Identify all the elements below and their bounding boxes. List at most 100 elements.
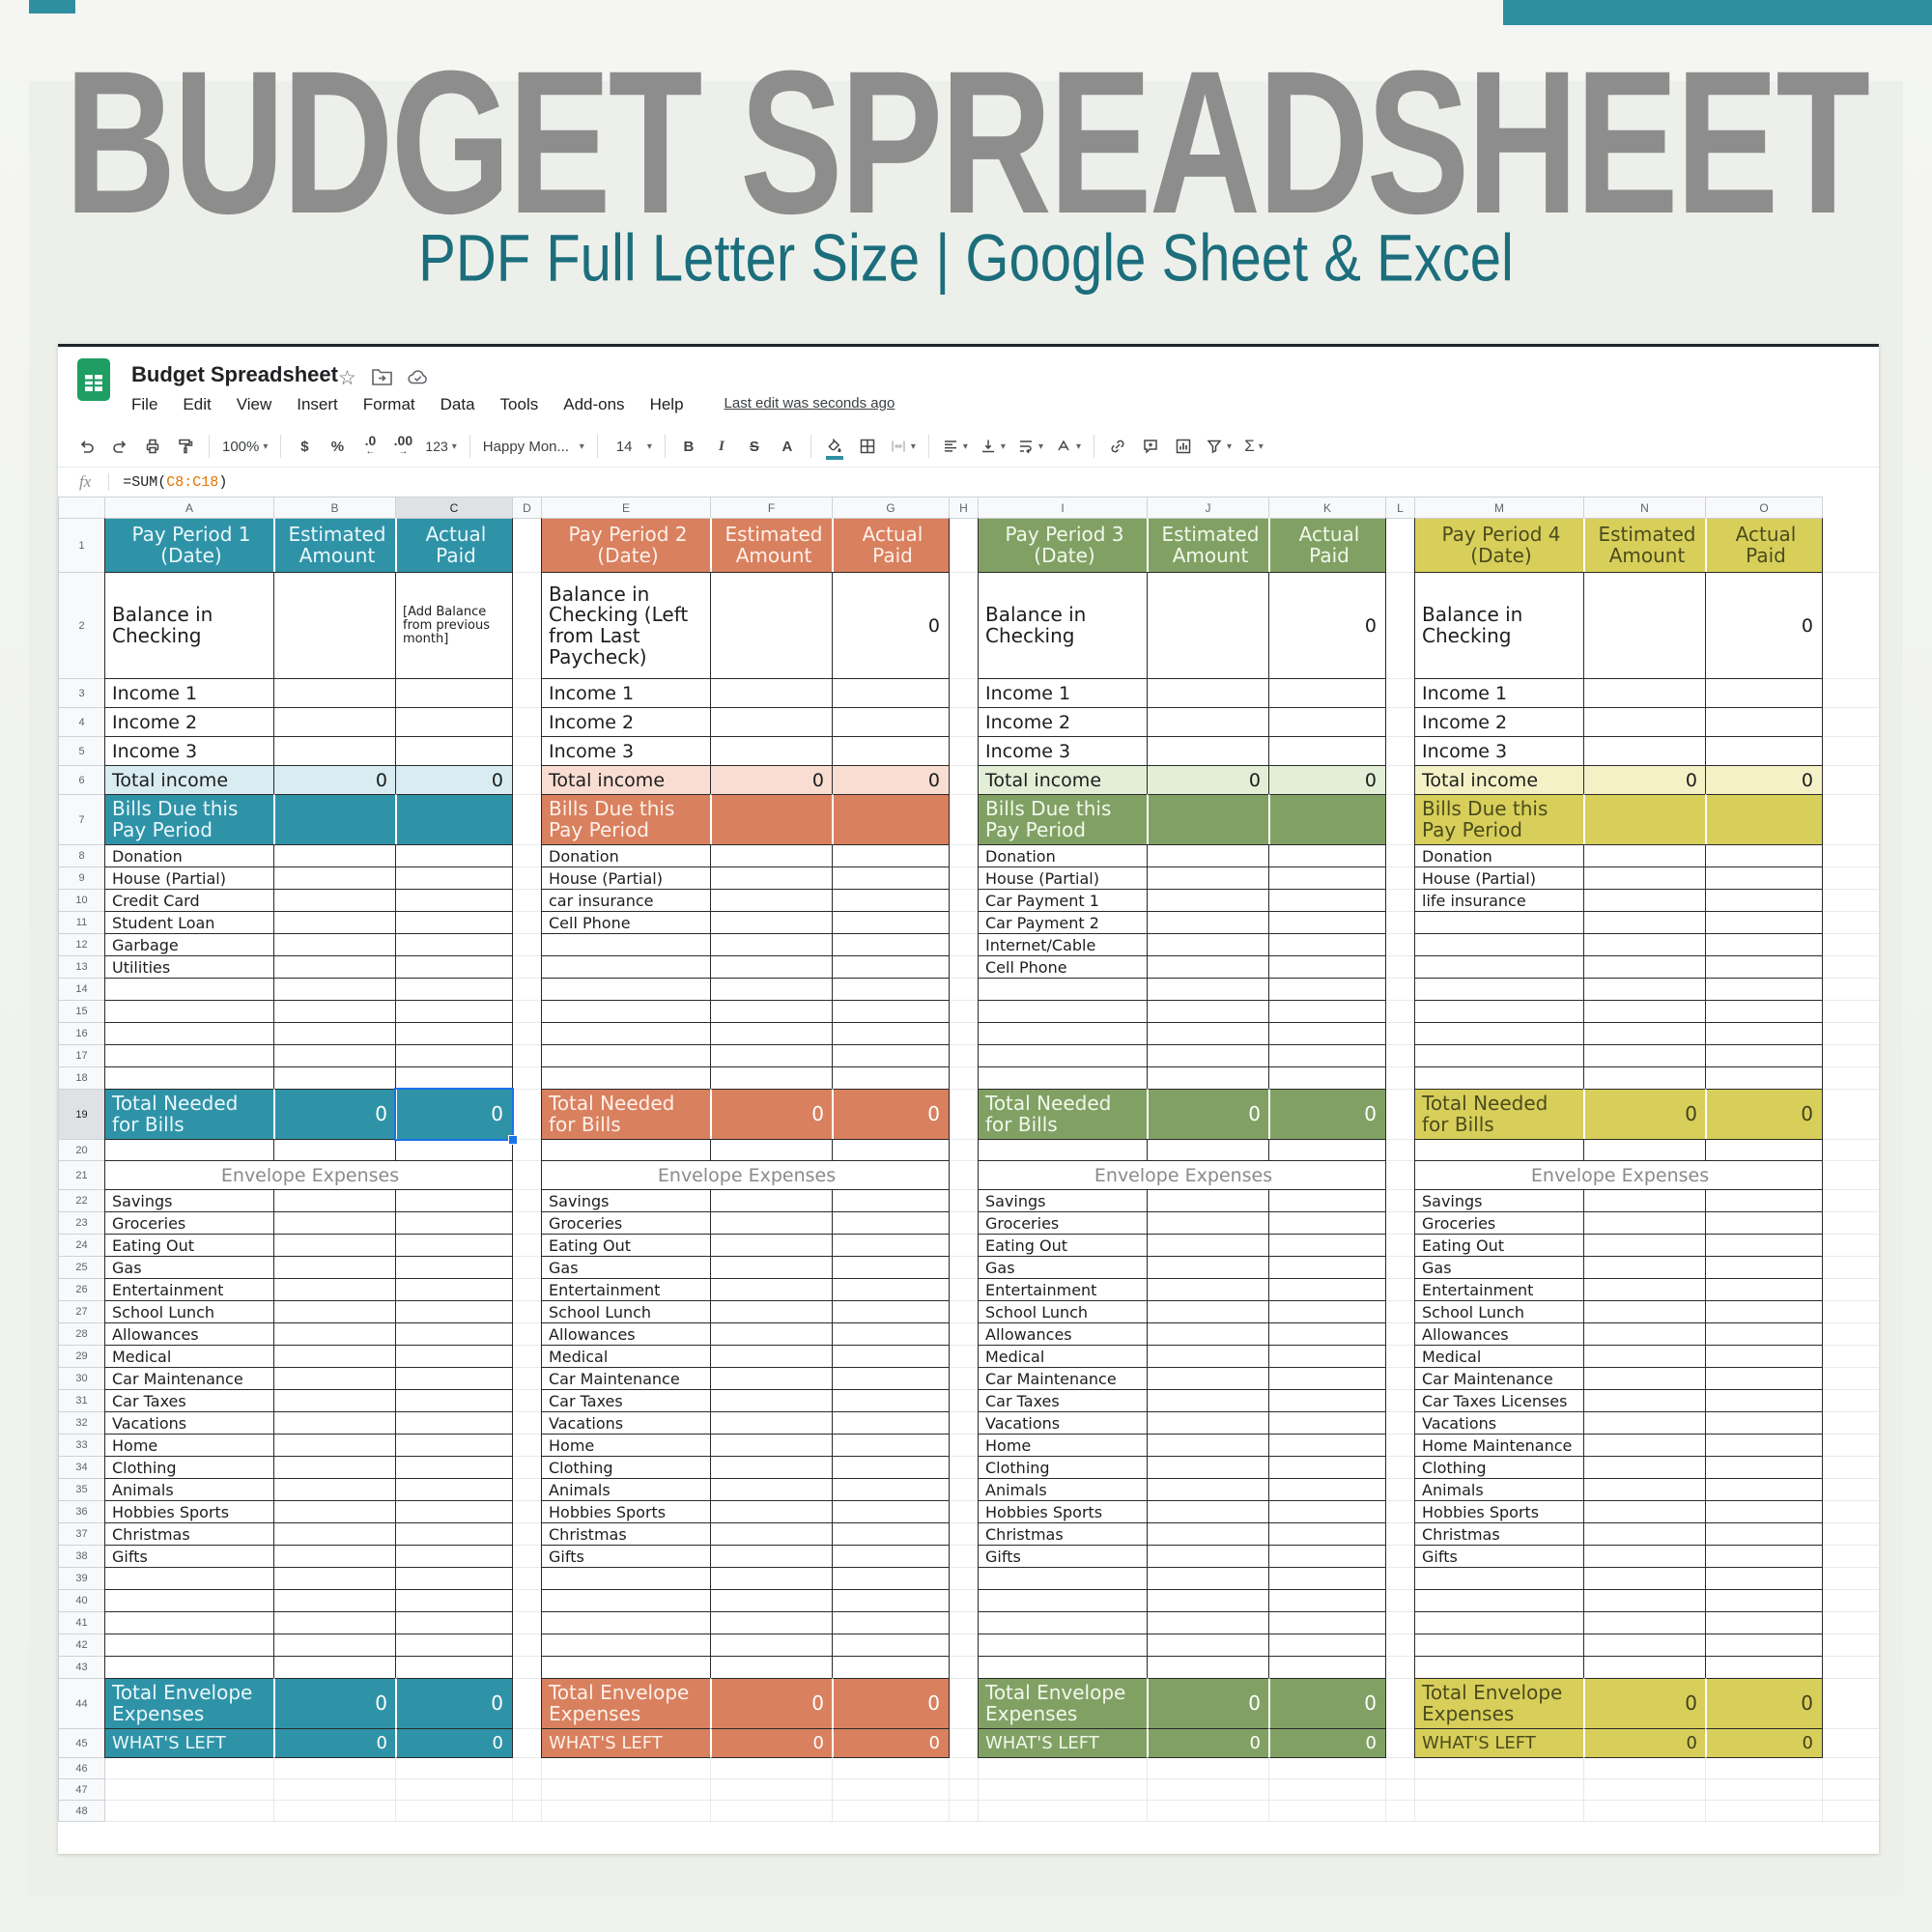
cell-O34[interactable]	[1705, 1456, 1823, 1479]
cell-B43[interactable]	[273, 1656, 396, 1679]
cell-E32[interactable]: Vacations	[541, 1411, 711, 1435]
cell-F45[interactable]: 0	[710, 1728, 833, 1758]
cell-I7[interactable]: Bills Due this Pay Period	[978, 794, 1148, 845]
cell-N19[interactable]: 0	[1583, 1089, 1706, 1140]
cell-B33[interactable]	[273, 1434, 396, 1457]
cell-K22[interactable]	[1268, 1189, 1386, 1212]
cell-A29[interactable]: Medical	[104, 1345, 274, 1368]
cell-F2[interactable]	[710, 572, 833, 679]
cell-E23[interactable]: Groceries	[541, 1211, 711, 1235]
cell-M32[interactable]: Vacations	[1414, 1411, 1584, 1435]
cell-A40[interactable]	[104, 1589, 274, 1612]
cell-F4[interactable]	[710, 707, 833, 737]
row-header-24[interactable]: 24	[58, 1234, 105, 1257]
cell-B13[interactable]	[273, 955, 396, 979]
cell-I12[interactable]: Internet/Cable	[978, 933, 1148, 956]
row-header-19[interactable]: 19	[58, 1089, 105, 1140]
borders-button[interactable]	[852, 430, 883, 463]
cell-C9[interactable]	[395, 867, 513, 890]
cell-N8[interactable]	[1583, 844, 1706, 867]
row-header-13[interactable]: 13	[58, 955, 105, 979]
cell-A12[interactable]: Garbage	[104, 933, 274, 956]
print-button[interactable]	[137, 430, 168, 463]
menu-help[interactable]: Help	[649, 395, 684, 413]
cell-A43[interactable]	[104, 1656, 274, 1679]
selection-fill-handle[interactable]	[508, 1135, 518, 1145]
cell-I21[interactable]: Envelope Expenses	[978, 1160, 1386, 1190]
cell-M34[interactable]: Clothing	[1414, 1456, 1584, 1479]
cell-F41[interactable]	[710, 1611, 833, 1634]
cell-F16[interactable]	[710, 1022, 833, 1045]
cell-E1[interactable]: Pay Period 2 (Date)	[541, 518, 711, 573]
cell-N35[interactable]	[1583, 1478, 1706, 1501]
cell-K7[interactable]	[1268, 794, 1386, 845]
cell-G13[interactable]	[832, 955, 950, 979]
cell-K36[interactable]	[1268, 1500, 1386, 1523]
cell-A42[interactable]	[104, 1634, 274, 1657]
cell-K37[interactable]	[1268, 1522, 1386, 1546]
cell-G15[interactable]	[832, 1000, 950, 1023]
cell-G28[interactable]	[832, 1322, 950, 1346]
cell-O31[interactable]	[1705, 1389, 1823, 1412]
cell-E45[interactable]: WHAT'S LEFT	[541, 1728, 711, 1758]
cell-K15[interactable]	[1268, 1000, 1386, 1023]
cell-M14[interactable]	[1414, 978, 1584, 1001]
cell-I27[interactable]: School Lunch	[978, 1300, 1148, 1323]
menu-format[interactable]: Format	[362, 395, 415, 413]
cell-J5[interactable]	[1147, 736, 1269, 766]
cell-N43[interactable]	[1583, 1656, 1706, 1679]
cell-F34[interactable]	[710, 1456, 833, 1479]
col-header-E[interactable]: E	[541, 497, 711, 519]
cell-E15[interactable]	[541, 1000, 711, 1023]
cell-F12[interactable]	[710, 933, 833, 956]
cell-A20[interactable]	[104, 1139, 274, 1161]
cell-F26[interactable]	[710, 1278, 833, 1301]
cell-N32[interactable]	[1583, 1411, 1706, 1435]
cell-O23[interactable]	[1705, 1211, 1823, 1235]
cell-O40[interactable]	[1705, 1589, 1823, 1612]
cell-I16[interactable]	[978, 1022, 1148, 1045]
row-header-22[interactable]: 22	[58, 1189, 105, 1212]
cell-F11[interactable]	[710, 911, 833, 934]
cell-A8[interactable]: Donation	[104, 844, 274, 867]
move-to-folder-icon[interactable]	[372, 368, 392, 390]
horizontal-align-button[interactable]: ▾	[937, 430, 973, 463]
row-header-14[interactable]: 14	[58, 978, 105, 1001]
cell-G6[interactable]: 0	[832, 765, 950, 795]
cell-C1[interactable]: Actual Paid	[395, 518, 513, 573]
cell-F31[interactable]	[710, 1389, 833, 1412]
cell-J33[interactable]	[1147, 1434, 1269, 1457]
cell-A17[interactable]	[104, 1044, 274, 1067]
cell-M4[interactable]: Income 2	[1414, 707, 1584, 737]
row-header-44[interactable]: 44	[58, 1678, 105, 1729]
cell-A4[interactable]: Income 2	[104, 707, 274, 737]
cell-M12[interactable]	[1414, 933, 1584, 956]
cell-C28[interactable]	[395, 1322, 513, 1346]
cell-N18[interactable]	[1583, 1066, 1706, 1090]
cell-M6[interactable]: Total income	[1414, 765, 1584, 795]
cell-O42[interactable]	[1705, 1634, 1823, 1657]
cell-O45[interactable]: 0	[1705, 1728, 1823, 1758]
cell-F27[interactable]	[710, 1300, 833, 1323]
cell-O20[interactable]	[1705, 1139, 1823, 1161]
cell-K44[interactable]: 0	[1268, 1678, 1386, 1729]
cell-B26[interactable]	[273, 1278, 396, 1301]
cell-G19[interactable]: 0	[832, 1089, 950, 1140]
cell-I15[interactable]	[978, 1000, 1148, 1023]
cell-O6[interactable]: 0	[1705, 765, 1823, 795]
cell-O37[interactable]	[1705, 1522, 1823, 1546]
row-header-15[interactable]: 15	[58, 1000, 105, 1023]
col-header-H[interactable]: H	[949, 497, 979, 519]
cell-K6[interactable]: 0	[1268, 765, 1386, 795]
cell-C39[interactable]	[395, 1567, 513, 1590]
cell-B11[interactable]	[273, 911, 396, 934]
cell-M33[interactable]: Home Maintenance	[1414, 1434, 1584, 1457]
cell-C18[interactable]	[395, 1066, 513, 1090]
cell-K9[interactable]	[1268, 867, 1386, 890]
cell-E20[interactable]	[541, 1139, 711, 1161]
col-header-D[interactable]: D	[512, 497, 542, 519]
cell-I5[interactable]: Income 3	[978, 736, 1148, 766]
cell-N9[interactable]	[1583, 867, 1706, 890]
cell-G25[interactable]	[832, 1256, 950, 1279]
cell-M9[interactable]: House (Partial)	[1414, 867, 1584, 890]
